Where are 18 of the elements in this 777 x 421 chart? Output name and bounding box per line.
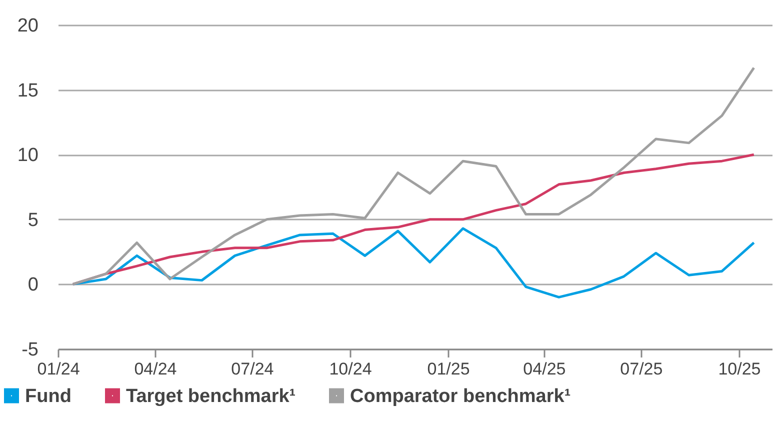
x-tick-label: 07/25 bbox=[620, 360, 663, 378]
y-tick-label: 5 bbox=[28, 210, 38, 231]
legend-label: Comparator benchmark¹ bbox=[350, 386, 571, 407]
line-series bbox=[72, 227, 756, 298]
x-tick-label: 04/25 bbox=[523, 360, 566, 378]
legend-label: Target benchmark¹ bbox=[126, 386, 296, 407]
y-tick-label: -5 bbox=[22, 340, 38, 360]
y-tick-label: 10 bbox=[17, 145, 38, 166]
x-tick-label: 01/24 bbox=[37, 360, 80, 378]
y-tick-label: 20 bbox=[17, 16, 38, 36]
y-tick-label: 0 bbox=[28, 274, 38, 296]
x-tick-label: 01/25 bbox=[427, 360, 470, 378]
x-tick-label: 10/24 bbox=[329, 360, 372, 378]
x-tick-label: 07/24 bbox=[231, 360, 274, 378]
y-tick-label: 15 bbox=[17, 80, 38, 102]
x-tick-label: 04/24 bbox=[134, 360, 177, 378]
legend-label: Fund bbox=[25, 386, 72, 407]
x-tick-label: 10/25 bbox=[718, 360, 761, 378]
